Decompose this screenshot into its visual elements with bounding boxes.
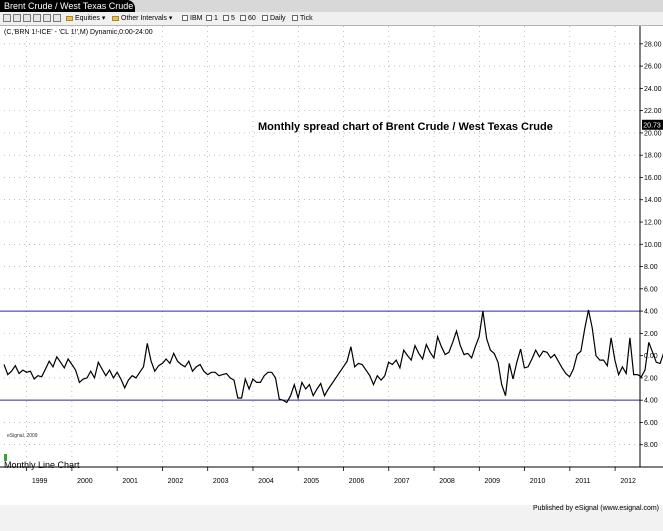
interval-daily[interactable]: Daily (262, 13, 286, 24)
other-intervals-label: Other Intervals (121, 15, 167, 22)
y-tick-label: 2.00 (644, 331, 658, 338)
y-tick-label: 4.00 (644, 309, 658, 316)
equities-menu[interactable]: Equities ▾ (66, 13, 105, 24)
y-tick-label: 26.00 (644, 64, 662, 71)
publisher-credit: Published by eSignal (www.esignal.com) (532, 505, 659, 512)
interval-icon (262, 15, 268, 22)
crosshair-icon[interactable] (3, 14, 11, 22)
interval-icon (292, 15, 298, 22)
x-tick-label: 2004 (258, 478, 274, 485)
x-tick-label: 2005 (303, 478, 319, 485)
y-tick-label: 6.00 (644, 286, 658, 293)
chart-background (0, 26, 663, 505)
interval-60[interactable]: 60 (240, 13, 256, 24)
toolbar: Equities ▾ Other Intervals ▾ IBM 1 5 60 … (0, 12, 663, 26)
x-tick-label: 2001 (122, 478, 138, 485)
x-tick-label: 2010 (530, 478, 546, 485)
interval-icon (182, 15, 188, 22)
x-tick-label: 1999 (32, 478, 48, 485)
x-tick-label: 2007 (394, 478, 410, 485)
y-tick-label: 10.00 (644, 242, 662, 249)
interval-5[interactable]: 5 (223, 13, 235, 24)
window-title-tab[interactable]: Brent Crude / West Texas Crude (0, 0, 135, 12)
price-chart[interactable]: 28.00 26.00 24.00 22.00 20.00 18.00 16.00 14.00… (0, 26, 663, 505)
interval-label: 1 (214, 15, 218, 22)
footer-bar (0, 505, 663, 531)
interval-label: Daily (270, 15, 286, 22)
y-tick-label: 6.00 (644, 420, 658, 427)
zoom-icon[interactable] (43, 14, 51, 22)
cursor-icon[interactable] (13, 14, 21, 22)
price-axis: 28.00 26.00 24.00 22.00 20.00 18.00 16.00 14.00… (640, 41, 662, 449)
spread-series-line (3, 309, 663, 404)
interval-1[interactable]: 1 (206, 13, 218, 24)
print-icon[interactable] (33, 14, 41, 22)
y-tick-label: 28.00 (644, 41, 662, 48)
last-value-marker: 20.73 (642, 119, 663, 130)
time-axis: 1999 2000 2001 2002 2003 2004 2005 2006 2007 2008… (26, 467, 636, 485)
x-tick-label: 2012 (620, 478, 636, 485)
interval-label: Tick (300, 15, 313, 22)
y-tick-label: 16.00 (644, 175, 662, 182)
y-tick-label: 22.00 (644, 108, 662, 115)
chart-annotation: Monthly spread chart of Brent Crude / We… (258, 121, 553, 133)
watermark-bar (4, 454, 7, 461)
symbol-label: (C,'BRN 1!-ICE' - 'CL 1!',M) Dynamic,0:0… (4, 29, 153, 36)
other-intervals-menu[interactable]: Other Intervals ▾ (112, 13, 172, 24)
x-tick-label: 2000 (77, 478, 93, 485)
x-tick-label: 2003 (213, 478, 229, 485)
watermark: eSignal, 2009 (7, 433, 38, 439)
y-tick-label: 18.00 (644, 153, 662, 160)
x-tick-label: 2002 (168, 478, 184, 485)
interval-label: 60 (248, 15, 256, 22)
window-title: Brent Crude / West Texas Crude (4, 1, 134, 11)
y-tick-label: 14.00 (644, 197, 662, 204)
interval-icon (240, 15, 246, 22)
interval-icon (206, 15, 212, 22)
last-value-box (642, 119, 663, 130)
x-tick-label: 2008 (439, 478, 455, 485)
y-tick-label: 8.00 (644, 442, 658, 449)
copy-icon[interactable] (23, 14, 31, 22)
interval-tick[interactable]: Tick (292, 13, 313, 24)
reference-lines (0, 310, 640, 401)
interval-label: 5 (231, 15, 235, 22)
x-tick-label: 2006 (349, 478, 365, 485)
equities-label: Equities (75, 15, 100, 22)
y-tick-label: 2.00 (644, 375, 658, 382)
interval-icon (223, 15, 229, 22)
folder-icon (112, 15, 119, 21)
y-tick-label: 20.00 (644, 130, 662, 137)
y-tick-label: 4.00 (644, 398, 658, 405)
y-tick-label: 0.00 (644, 353, 658, 360)
folder-icon (66, 15, 73, 21)
x-tick-label: 2011 (575, 478, 590, 485)
title-bar: Brent Crude / West Texas Crude (0, 0, 663, 12)
y-tick-label: 12.00 (644, 220, 662, 227)
last-value-label: 20.73 (643, 122, 661, 129)
y-tick-label: 8.00 (644, 264, 658, 271)
y-tick-label: 24.00 (644, 86, 662, 93)
x-tick-label: 2009 (485, 478, 501, 485)
link-icon[interactable] (53, 14, 61, 22)
chart-type-label: Monthly Line Chart (4, 460, 80, 470)
interval-label: IBM (190, 15, 203, 22)
interval-ibm[interactable]: IBM (182, 13, 202, 24)
